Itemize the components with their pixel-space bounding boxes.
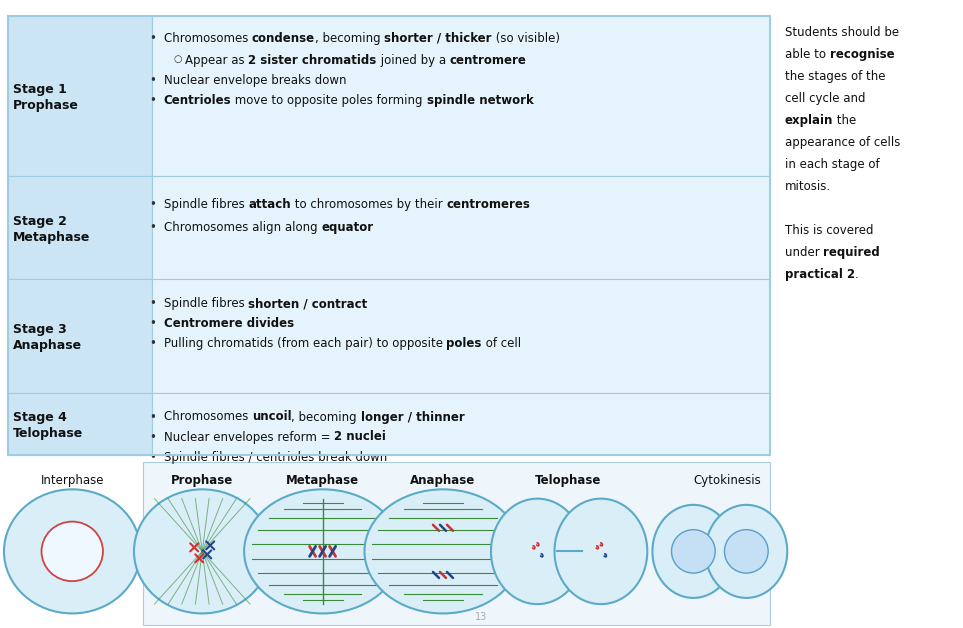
Text: Chromosomes align along: Chromosomes align along: [164, 221, 321, 234]
Text: Interphase: Interphase: [40, 474, 104, 487]
Text: cell cycle and: cell cycle and: [785, 92, 866, 105]
Text: recognise: recognise: [829, 48, 895, 61]
Bar: [8, 16, 152, 176]
Ellipse shape: [244, 489, 402, 614]
Text: 2 sister chromatids: 2 sister chromatids: [248, 54, 377, 67]
Text: centromere: centromere: [450, 54, 526, 67]
Bar: [152, 279, 770, 392]
Ellipse shape: [705, 505, 788, 598]
Text: of cell: of cell: [482, 337, 521, 350]
Ellipse shape: [555, 499, 647, 604]
Text: •: •: [149, 337, 157, 350]
Text: 13: 13: [476, 612, 487, 622]
Text: attach: attach: [248, 198, 291, 211]
Text: (so visible): (so visible): [492, 31, 560, 45]
Text: •: •: [149, 198, 157, 211]
Ellipse shape: [491, 499, 584, 604]
Text: Appear as: Appear as: [185, 54, 248, 67]
Bar: [152, 16, 770, 176]
Text: move to opposite poles forming: move to opposite poles forming: [231, 94, 427, 107]
Text: shorter / thicker: shorter / thicker: [384, 31, 492, 45]
Text: Spindle fibres: Spindle fibres: [164, 198, 248, 211]
Text: joined by a: joined by a: [377, 54, 450, 67]
Ellipse shape: [671, 529, 716, 573]
Text: Centrioles: Centrioles: [164, 94, 231, 107]
Text: Anaphase: Anaphase: [410, 474, 476, 487]
Bar: [143, 462, 770, 625]
Text: in each stage of: in each stage of: [785, 158, 879, 171]
Text: .: .: [855, 268, 859, 281]
Text: •: •: [149, 221, 157, 234]
Text: •: •: [149, 298, 157, 310]
Text: •: •: [149, 431, 157, 443]
Text: practical 2: practical 2: [785, 268, 855, 281]
Text: Nuclear envelope breaks down: Nuclear envelope breaks down: [164, 73, 347, 87]
Text: explain: explain: [785, 114, 833, 127]
Text: longer / thinner: longer / thinner: [361, 411, 464, 423]
Text: Centromere divides: Centromere divides: [164, 318, 294, 330]
Text: centromeres: centromeres: [446, 198, 531, 211]
Text: Spindle fibres / centrioles break down: Spindle fibres / centrioles break down: [164, 450, 387, 463]
Text: the stages of the: the stages of the: [785, 70, 885, 83]
Text: Spindle fibres: Spindle fibres: [164, 298, 248, 310]
Text: mitosis.: mitosis.: [785, 180, 831, 193]
Text: shorten / contract: shorten / contract: [248, 298, 368, 310]
Text: Stage 1: Stage 1: [13, 84, 66, 96]
Text: Chromosomes: Chromosomes: [164, 31, 252, 45]
Text: •: •: [149, 31, 157, 45]
Text: Metaphase: Metaphase: [13, 231, 91, 244]
Text: Anaphase: Anaphase: [13, 340, 82, 352]
Ellipse shape: [134, 489, 271, 614]
Text: poles: poles: [447, 337, 482, 350]
Text: This is covered: This is covered: [785, 224, 873, 237]
Text: •: •: [149, 73, 157, 87]
Text: uncoil: uncoil: [252, 411, 292, 423]
Text: Students should be: Students should be: [785, 26, 899, 39]
Bar: [8, 16, 770, 455]
Bar: [8, 176, 152, 279]
Ellipse shape: [41, 522, 103, 581]
Text: Prophase: Prophase: [171, 474, 233, 487]
Bar: [152, 392, 770, 455]
Text: Chromosomes: Chromosomes: [164, 411, 252, 423]
Bar: [152, 176, 770, 279]
Text: condense: condense: [252, 31, 315, 45]
Text: •: •: [149, 318, 157, 330]
Text: to chromosomes by their: to chromosomes by their: [291, 198, 446, 211]
Text: the: the: [833, 114, 856, 127]
Text: 2 nuclei: 2 nuclei: [334, 431, 386, 443]
Text: Telophase: Telophase: [13, 428, 83, 440]
Text: Nuclear envelopes reform =: Nuclear envelopes reform =: [164, 431, 334, 443]
Bar: [8, 279, 152, 392]
Text: •: •: [149, 94, 157, 107]
Text: •: •: [149, 450, 157, 463]
Text: , becoming: , becoming: [315, 31, 384, 45]
Text: ○: ○: [174, 54, 182, 63]
Text: Pulling chromatids (from each pair) to opposite: Pulling chromatids (from each pair) to o…: [164, 337, 447, 350]
Text: able to: able to: [785, 48, 829, 61]
Text: appearance of cells: appearance of cells: [785, 136, 900, 149]
Text: required: required: [823, 246, 880, 259]
Ellipse shape: [652, 505, 735, 598]
Text: Stage 2: Stage 2: [13, 215, 66, 228]
Ellipse shape: [724, 529, 768, 573]
Text: equator: equator: [321, 221, 374, 234]
Text: Telophase: Telophase: [535, 474, 601, 487]
Text: Metaphase: Metaphase: [286, 474, 359, 487]
Text: •: •: [149, 411, 157, 423]
Text: Cytokinesis: Cytokinesis: [693, 474, 761, 487]
Ellipse shape: [4, 489, 141, 614]
Text: Stage 3: Stage 3: [13, 323, 66, 337]
Ellipse shape: [364, 489, 522, 614]
Bar: [8, 392, 152, 455]
Text: under: under: [785, 246, 823, 259]
Text: , becoming: , becoming: [292, 411, 361, 423]
Text: Prophase: Prophase: [13, 99, 79, 112]
Text: Stage 4: Stage 4: [13, 411, 66, 425]
Text: spindle network: spindle network: [427, 94, 534, 107]
